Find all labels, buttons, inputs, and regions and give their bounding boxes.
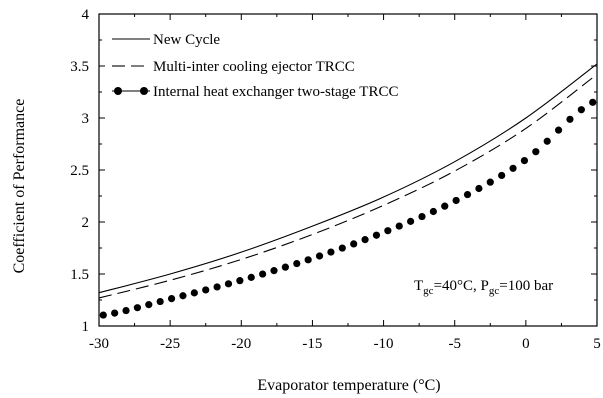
series-point	[190, 289, 198, 297]
series-point	[293, 259, 301, 268]
legend-entry-label: Multi-inter cooling ejector TRCC	[153, 59, 355, 75]
series-point	[259, 270, 267, 278]
y-tick-label: 2.5	[70, 163, 89, 179]
series-new-cycle-line	[98, 63, 598, 294]
x-tick-label: 0	[522, 336, 530, 352]
series-point	[589, 98, 597, 106]
y-tick-label: 3.5	[70, 59, 89, 75]
series-iheat-two-stage	[99, 98, 597, 319]
x-tick-label: -5	[448, 336, 461, 352]
series-point	[315, 252, 324, 260]
series-point	[429, 207, 437, 216]
series-point	[213, 283, 221, 291]
series-point	[224, 280, 233, 288]
y-axis-label: Coefficient of Performance	[11, 99, 28, 274]
x-tick-label: -30	[89, 336, 109, 352]
series-point	[202, 286, 210, 294]
series-point	[532, 148, 540, 156]
y-tick-label: 1	[82, 319, 90, 335]
series-point	[577, 106, 585, 114]
series-point	[384, 227, 392, 235]
series-point	[566, 115, 574, 123]
series-point	[463, 190, 472, 199]
x-tick-label: -10	[374, 336, 394, 352]
series-point	[179, 292, 187, 300]
series-point	[395, 222, 403, 230]
series-point	[486, 178, 494, 186]
series-point	[327, 248, 335, 256]
series-point	[350, 240, 358, 248]
series-point	[520, 157, 529, 165]
x-axis-label: Evaporator temperature (°C)	[257, 377, 440, 394]
y-tick-label: 1.5	[70, 267, 89, 283]
series-point	[509, 164, 517, 172]
series-point	[122, 306, 130, 315]
series-point	[554, 126, 563, 134]
series-point	[418, 212, 426, 221]
series-point	[475, 184, 483, 193]
series-point	[441, 202, 449, 210]
legend-entry-label: Internal heat exchanger two-stage TRCC	[153, 84, 398, 100]
series-point	[236, 277, 244, 285]
series-point	[247, 273, 255, 281]
series-point	[270, 267, 278, 275]
legend-swatch-marker	[114, 87, 122, 95]
series-point	[167, 295, 176, 303]
condition-annotation: Tgc=40°C, Pgc=100 bar	[414, 278, 553, 297]
legend: New Cycle Multi-inter cooling ejector TRC…	[112, 32, 398, 100]
series-point	[133, 304, 142, 312]
series-point	[372, 231, 381, 239]
series-point	[543, 137, 551, 145]
series-point	[156, 297, 164, 306]
series-point	[338, 244, 346, 252]
series-point	[498, 171, 506, 180]
legend-entry-label: New Cycle	[153, 32, 220, 48]
series-point	[99, 311, 107, 319]
series-ejector-trcc-line	[98, 73, 598, 299]
series-point	[304, 256, 312, 264]
series-point	[145, 301, 153, 309]
x-tick-label: 5	[593, 336, 601, 352]
legend-swatch-marker	[140, 87, 148, 95]
series-point	[452, 196, 460, 205]
x-tick-label: -25	[160, 336, 180, 352]
series-point	[407, 217, 415, 225]
series-point	[111, 309, 119, 317]
x-tick-label: -15	[302, 336, 322, 352]
ticks-layer: -30 -25 -20 -15 -10 -5 0 5 1 1.5 2 2.5 3 3.5 4	[70, 7, 601, 352]
y-tick-label: 4	[82, 7, 90, 23]
series-point	[281, 263, 289, 271]
series-point	[361, 236, 369, 244]
series-layer	[98, 63, 598, 319]
x-tick-label: -20	[231, 336, 251, 352]
y-tick-label: 3	[82, 111, 90, 127]
y-tick-label: 2	[82, 215, 90, 231]
